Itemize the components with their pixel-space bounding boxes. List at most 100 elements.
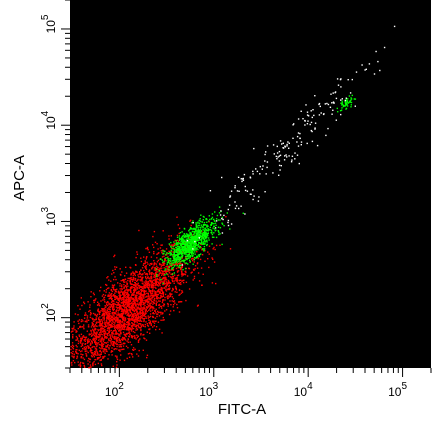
data-point bbox=[148, 309, 150, 311]
data-point bbox=[131, 318, 134, 320]
data-point bbox=[126, 321, 129, 323]
data-point bbox=[156, 301, 158, 303]
data-point bbox=[137, 299, 139, 302]
data-point bbox=[255, 168, 257, 170]
data-point bbox=[114, 337, 116, 340]
data-point bbox=[201, 236, 204, 238]
data-point bbox=[175, 256, 177, 259]
data-point bbox=[166, 284, 168, 286]
data-point bbox=[89, 333, 92, 335]
data-point bbox=[197, 224, 200, 227]
data-point bbox=[306, 111, 309, 113]
data-point bbox=[187, 247, 189, 249]
data-point bbox=[176, 280, 178, 283]
data-point bbox=[166, 296, 168, 298]
data-point bbox=[190, 244, 192, 246]
data-point bbox=[197, 233, 199, 235]
data-point bbox=[349, 92, 352, 94]
data-point bbox=[152, 301, 155, 303]
data-point bbox=[177, 253, 180, 255]
data-point bbox=[121, 284, 123, 286]
data-point bbox=[123, 348, 125, 350]
data-point bbox=[111, 335, 113, 337]
data-point bbox=[108, 312, 110, 314]
data-point bbox=[158, 328, 161, 330]
data-point bbox=[244, 189, 247, 192]
data-point bbox=[74, 361, 76, 364]
data-point bbox=[71, 344, 74, 346]
data-point bbox=[162, 282, 164, 285]
data-point bbox=[123, 310, 125, 312]
data-point bbox=[197, 304, 199, 306]
data-point bbox=[98, 304, 101, 307]
data-point bbox=[172, 297, 175, 300]
data-point bbox=[107, 358, 109, 360]
data-point bbox=[108, 332, 110, 334]
data-point bbox=[124, 320, 126, 322]
data-point bbox=[167, 282, 170, 285]
data-point bbox=[155, 326, 158, 328]
data-point bbox=[180, 283, 182, 286]
data-point bbox=[117, 304, 119, 306]
data-point bbox=[278, 160, 281, 162]
data-point bbox=[147, 277, 149, 279]
data-point bbox=[145, 290, 147, 292]
data-point bbox=[119, 324, 121, 326]
data-point bbox=[198, 254, 200, 256]
data-point bbox=[136, 271, 138, 273]
data-point bbox=[170, 276, 173, 278]
data-point bbox=[133, 310, 136, 313]
data-point bbox=[79, 366, 82, 368]
data-point bbox=[185, 233, 188, 235]
data-point bbox=[153, 230, 156, 233]
data-point bbox=[144, 260, 147, 262]
data-point bbox=[110, 340, 112, 342]
data-point bbox=[164, 259, 166, 261]
data-point bbox=[350, 101, 353, 104]
data-point bbox=[143, 284, 145, 287]
data-point bbox=[76, 337, 78, 339]
data-point bbox=[119, 291, 121, 294]
data-point bbox=[110, 338, 113, 341]
data-point bbox=[173, 248, 175, 250]
data-point bbox=[112, 331, 114, 333]
data-point bbox=[181, 241, 183, 243]
data-point bbox=[97, 329, 100, 332]
data-point bbox=[161, 277, 164, 280]
data-point bbox=[154, 279, 157, 282]
data-point bbox=[118, 300, 121, 302]
data-point bbox=[156, 290, 159, 292]
data-point bbox=[147, 315, 149, 317]
data-point bbox=[132, 297, 134, 299]
data-point bbox=[138, 287, 140, 289]
data-point bbox=[80, 337, 82, 339]
data-point bbox=[249, 193, 252, 195]
data-point bbox=[108, 303, 110, 306]
data-point bbox=[194, 236, 197, 239]
data-point bbox=[173, 309, 175, 312]
data-point bbox=[107, 324, 109, 326]
data-point bbox=[152, 283, 154, 285]
data-point bbox=[172, 253, 175, 255]
data-point bbox=[141, 303, 143, 306]
data-point bbox=[175, 279, 177, 282]
data-point bbox=[132, 347, 135, 349]
data-point bbox=[189, 255, 192, 257]
data-point bbox=[106, 327, 109, 329]
data-point bbox=[76, 356, 79, 358]
data-point bbox=[82, 342, 84, 345]
data-point bbox=[99, 359, 101, 362]
data-point bbox=[189, 233, 191, 235]
data-point bbox=[213, 228, 216, 230]
data-point bbox=[183, 236, 185, 239]
data-point bbox=[123, 301, 125, 304]
data-point bbox=[215, 282, 217, 285]
data-point bbox=[89, 304, 91, 306]
data-point bbox=[167, 294, 169, 297]
data-point bbox=[79, 363, 81, 365]
data-point bbox=[206, 224, 208, 226]
data-point bbox=[189, 246, 191, 249]
data-point bbox=[189, 242, 191, 245]
data-point bbox=[211, 222, 214, 224]
data-point bbox=[163, 305, 165, 307]
